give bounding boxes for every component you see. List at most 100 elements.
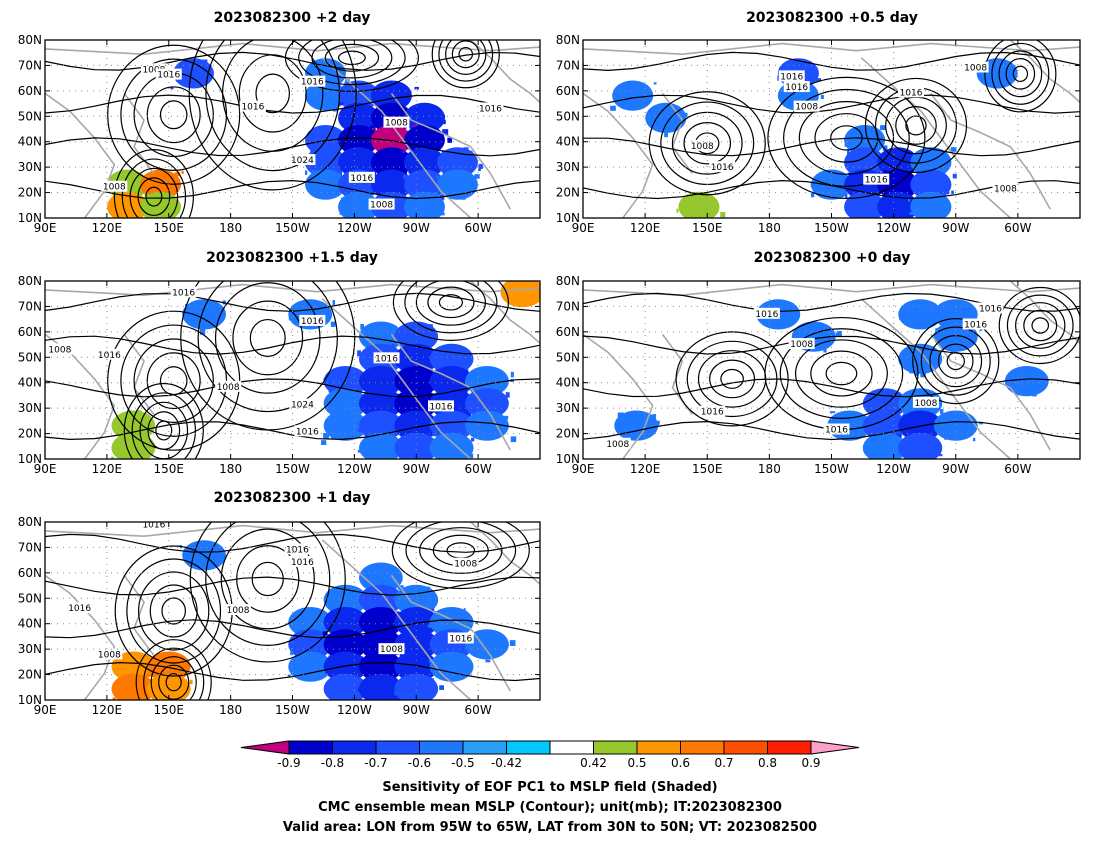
svg-text:1016: 1016 — [157, 71, 180, 81]
panel-title: 2023082300 +0.5 day — [746, 10, 918, 26]
lat-tick-label: 80N — [18, 274, 42, 288]
panel-title: 2023082300 +1.5 day — [206, 250, 378, 266]
mslp-contours — [45, 40, 540, 218]
lat-tick-label: 60N — [18, 84, 42, 98]
lat-tick-label: 50N — [556, 350, 580, 364]
svg-text:1016: 1016 — [701, 408, 724, 418]
contour-label: 1008 — [912, 396, 939, 409]
sensitivity-shade — [676, 191, 726, 218]
contour-label: 1016 — [699, 405, 726, 418]
panel-plot-area: 1016 1008 1016 1016 1008 1016 1024 1016 1016 — [45, 281, 540, 459]
contour-label: 1016 — [284, 543, 311, 555]
lat-tick-label: 80N — [556, 274, 580, 288]
contour-label: 1016 — [299, 314, 326, 327]
lon-tick-label: 120E — [92, 703, 123, 717]
sensitivity-shade — [898, 432, 943, 459]
lat-tick-label: 30N — [18, 160, 42, 174]
svg-text:1008: 1008 — [370, 201, 393, 211]
lon-tick-label: 120E — [630, 462, 661, 476]
lon-tick-label: 60W — [465, 703, 492, 717]
colorbar-box — [506, 740, 551, 755]
contour-label: 1016 — [140, 522, 167, 531]
lon-tick-label: 150E — [154, 703, 185, 717]
svg-text:1008: 1008 — [454, 560, 477, 570]
lon-tick-label: 180 — [758, 221, 781, 235]
svg-text:1016: 1016 — [964, 321, 987, 331]
contour-label: 1016 — [709, 161, 736, 173]
lat-tick-label: 20N — [18, 427, 42, 441]
contour-label: 1016 — [170, 286, 197, 298]
lon-tick-label: 180 — [219, 462, 242, 476]
svg-text:1016: 1016 — [825, 426, 848, 436]
lon-tick-label: 150E — [692, 221, 723, 235]
colorbar-box — [636, 740, 681, 755]
colorbar-label: 0.7 — [714, 756, 733, 770]
graticule — [583, 281, 1080, 459]
lon-tick-label: 120W — [337, 703, 372, 717]
contour-label: 1008 — [962, 61, 989, 73]
contour-label: 1008 — [689, 139, 716, 152]
lon-tick-label: 120W — [337, 462, 372, 476]
contour-label: 1016 — [373, 352, 400, 364]
colorbar: -0.9 -0.8 -0.7 -0.6 -0.5 -0.42 0.42 0.5 0.6 0.7 0.… — [240, 740, 860, 770]
svg-text:1008: 1008 — [994, 185, 1017, 195]
svg-text:1016: 1016 — [449, 634, 472, 644]
lat-tick-label: 40N — [18, 376, 42, 390]
lon-tick-label: 150W — [275, 703, 310, 717]
map-panel-p1: 2023082300 +1 day10161016101610081008101… — [18, 490, 541, 717]
lat-tick-label: 40N — [18, 135, 42, 149]
contour-label: 1008 — [96, 648, 123, 661]
lat-tick-label: 20N — [18, 668, 42, 682]
lon-tick-label: 120W — [337, 221, 372, 235]
lat-tick-label: 10N — [18, 452, 42, 466]
colorbar-label: -0.9 — [277, 756, 300, 770]
lon-tick-label: 150W — [275, 221, 310, 235]
svg-text:1016: 1016 — [291, 558, 314, 568]
contour-label: 1008 — [604, 437, 631, 450]
contour-label: 1016 — [898, 86, 925, 98]
sensitivity-shade — [1004, 365, 1049, 397]
svg-text:1016: 1016 — [479, 104, 502, 114]
svg-text:1016: 1016 — [711, 163, 734, 173]
mslp-contours — [45, 522, 540, 700]
lon-tick-label: 60W — [465, 221, 492, 235]
colorbar-label: -0.8 — [321, 756, 344, 770]
lon-tick-label: 90E — [34, 462, 57, 476]
figure-footer: Sensitivity of EOF PC1 to MSLP field (Sh… — [283, 780, 817, 835]
sensitivity-shade — [429, 432, 474, 459]
contour-label: 1008 — [452, 557, 479, 570]
contour-label: 1016 — [155, 68, 182, 81]
colorbar-label: 0.5 — [627, 756, 646, 770]
svg-text:1024: 1024 — [291, 401, 314, 411]
lon-tick-label: 150E — [154, 221, 185, 235]
lon-tick-label: 150W — [814, 462, 849, 476]
lat-tick-label: 50N — [18, 350, 42, 364]
lon-tick-label: 120E — [92, 462, 123, 476]
sensitivity-shade — [645, 102, 688, 138]
contour-label: 1008 — [378, 643, 405, 655]
lon-tick-label: 120E — [630, 221, 661, 235]
sensitivity-shade — [465, 410, 517, 443]
lon-tick-label: 90W — [942, 221, 969, 235]
panel-plot-area: 1016 1016 1016 1008 1008 1016 1008 1016 1008 — [45, 522, 540, 700]
svg-text:1008: 1008 — [48, 345, 71, 355]
svg-text:1016: 1016 — [172, 288, 195, 298]
svg-text:1016: 1016 — [301, 317, 324, 327]
contour-label: 1016 — [447, 632, 474, 644]
lat-tick-label: 30N — [556, 401, 580, 415]
lat-tick-label: 10N — [556, 452, 580, 466]
lat-tick-label: 70N — [18, 299, 42, 313]
svg-text:1008: 1008 — [790, 340, 813, 350]
lat-tick-label: 80N — [556, 33, 580, 47]
colorbar-box — [549, 740, 594, 755]
colorbar-box — [680, 740, 725, 755]
svg-text:1016: 1016 — [286, 545, 309, 555]
lon-tick-label: 60W — [1004, 221, 1031, 235]
svg-text:1016: 1016 — [301, 78, 324, 88]
svg-text:1016: 1016 — [755, 310, 778, 320]
colorbar-box — [419, 740, 464, 755]
contour-label: 1016 — [863, 173, 890, 186]
lat-tick-label: 10N — [18, 211, 42, 225]
